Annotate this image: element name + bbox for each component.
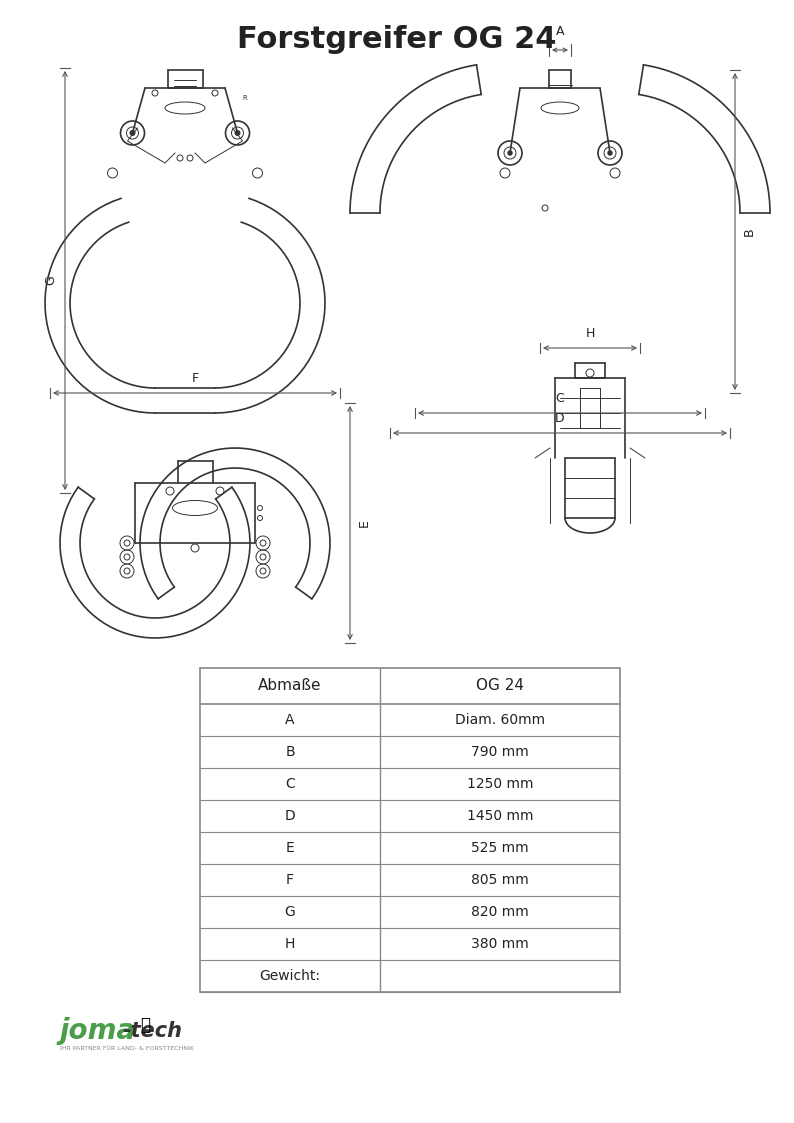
Text: OG 24: OG 24	[476, 678, 524, 694]
Circle shape	[130, 130, 135, 136]
Text: 805 mm: 805 mm	[471, 873, 529, 887]
Text: joma: joma	[60, 1017, 137, 1046]
Text: Abmaße: Abmaße	[258, 678, 322, 694]
Text: 790 mm: 790 mm	[471, 745, 529, 759]
Text: D: D	[555, 412, 565, 424]
Text: 1450 mm: 1450 mm	[467, 809, 534, 823]
Text: E: E	[286, 841, 295, 855]
Text: C: C	[285, 777, 295, 791]
Text: Diam. 60mm: Diam. 60mm	[455, 713, 545, 727]
Text: B: B	[743, 227, 756, 236]
Text: G: G	[44, 275, 57, 285]
Circle shape	[235, 130, 240, 136]
Text: Forstgreifer OG 24: Forstgreifer OG 24	[237, 26, 557, 55]
Text: E: E	[358, 519, 371, 527]
Text: 🌿: 🌿	[140, 1016, 150, 1034]
Text: D: D	[284, 809, 295, 823]
Text: R: R	[242, 95, 247, 101]
Text: A: A	[556, 25, 565, 38]
Text: G: G	[284, 905, 295, 919]
Text: H: H	[285, 937, 295, 951]
Text: IHR PARTNER FÜR LAND- & FORSTTECHNIK: IHR PARTNER FÜR LAND- & FORSTTECHNIK	[60, 1046, 194, 1050]
Text: 1250 mm: 1250 mm	[467, 777, 534, 791]
Text: Gewicht:: Gewicht:	[260, 969, 321, 983]
Text: B: B	[285, 745, 295, 759]
Text: A: A	[285, 713, 295, 727]
Text: 820 mm: 820 mm	[471, 905, 529, 919]
Text: F: F	[286, 873, 294, 887]
Text: -tech: -tech	[122, 1021, 182, 1041]
Text: C: C	[556, 392, 565, 405]
Text: F: F	[191, 372, 198, 385]
Text: 525 mm: 525 mm	[471, 841, 529, 855]
Circle shape	[608, 150, 612, 155]
Text: 380 mm: 380 mm	[471, 937, 529, 951]
Text: H: H	[585, 327, 595, 340]
Circle shape	[508, 150, 512, 155]
